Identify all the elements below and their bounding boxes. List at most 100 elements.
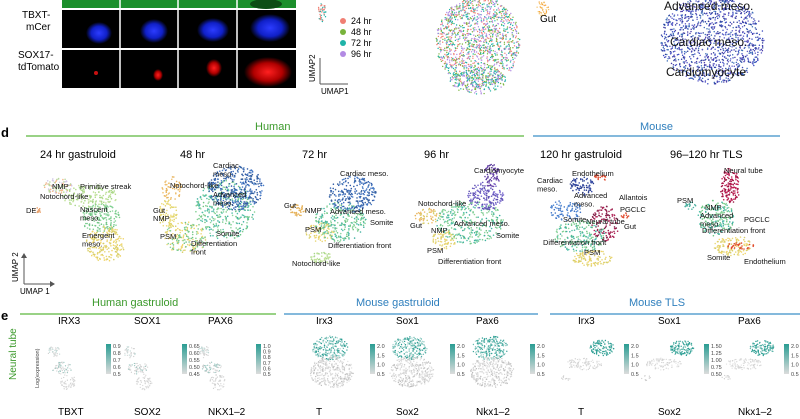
colorbar-6-tick-3: 0.5: [631, 372, 639, 378]
feature-plot-3: [309, 335, 354, 389]
green-channel-row: [62, 0, 296, 8]
group-mouse-label: Mouse: [640, 121, 673, 133]
group-mouse-gastruloid: Mouse gastruloid: [356, 297, 440, 309]
label-96hr-2: Gut: [410, 221, 423, 230]
gene-row2-7: Sox2: [658, 407, 681, 418]
label-tls-2: NMP: [705, 203, 722, 212]
legend-label-2: 72 hr: [351, 38, 372, 48]
colorbar-2-tick-0: 1.0: [263, 344, 271, 350]
title-tls: 96–120 hr TLS: [670, 149, 743, 161]
label-tls-1: PSM: [677, 196, 693, 205]
feature-plot-7: [641, 340, 695, 382]
panel-d-umap-clouds: [34, 163, 755, 267]
colorbar-2-tick-2: 0.8: [263, 355, 271, 361]
label-120hr-8: Differentiation front: [543, 238, 607, 247]
gene-row1-3: Irx3: [316, 316, 333, 327]
title-96hr: 96 hr: [424, 149, 449, 161]
colorbar-2-tick-3: 0.7: [263, 361, 271, 367]
label-96hr-0: Cardiomyocyte: [474, 166, 524, 175]
gene-row1-7: Sox1: [658, 316, 681, 327]
gene-row2-0: TBXT: [58, 407, 84, 418]
colorbar-1-tick-4: 0.45: [189, 372, 200, 378]
gene-row2-4: Sox2: [396, 407, 419, 418]
title-72hr: 72 hr: [302, 149, 327, 161]
colorbar-3-tick-1: 1.5: [377, 353, 385, 359]
feature-plots: IRX3TBXT0.90.80.70.60.5SOX1SOX20.650.600…: [47, 316, 799, 418]
panel-e-letter: e: [1, 308, 8, 323]
colorbar-3-tick-3: 0.5: [377, 372, 385, 378]
microscopy-grid: [62, 0, 296, 90]
colorbar-6-tick-1: 1.5: [631, 353, 639, 359]
top-umap1-label: UMAP1: [321, 87, 349, 96]
title-48hr: 48 hr: [180, 149, 205, 161]
label-72hr-2: NMP: [305, 206, 322, 215]
label-120hr-4: PGCLC: [620, 205, 646, 214]
label-48hr-5: PSM: [160, 232, 176, 241]
label-96hr-4: Advanced meso.: [454, 219, 510, 228]
colorbar-8-tick-3: 0.5: [791, 372, 799, 378]
feature-plot-4: [389, 336, 435, 388]
colorbar-1-tick-3: 0.50: [189, 365, 200, 371]
gene-row1-5: Pax6: [476, 316, 499, 327]
colorbar-4-tick-3: 0.5: [457, 372, 465, 378]
colorbar-6: [624, 344, 629, 374]
panel-d-cluster-labels: NMP Primitive streak Notochord-like DE Nasce…: [26, 161, 786, 268]
feature-plot-2: [197, 346, 226, 391]
legend-dot-1: [340, 29, 346, 35]
legend-label-0: 24 hr: [351, 16, 372, 26]
colorbar-7: [704, 344, 709, 374]
label-24hr-0: NMP: [52, 182, 69, 191]
label-120hr-5: Somite: [563, 215, 586, 224]
colorbar-5-tick-1: 1.5: [537, 353, 545, 359]
colorbar-3-tick-0: 2.0: [377, 344, 385, 350]
label-24hr-1: Primitive streak: [80, 182, 132, 191]
gene-row2-2: NKX1–2: [208, 407, 246, 418]
label-120hr-2: Advanced meso.: [574, 191, 607, 209]
label-48hr-4: NMP: [153, 214, 170, 223]
top-label-cardiomyocyte: Cardiomyocyte: [666, 65, 746, 79]
label-120hr-1: Cardiac meso.: [537, 176, 563, 194]
gene-row1-4: Sox1: [396, 316, 419, 327]
panel-d-umap1-label: UMAP 1: [20, 287, 50, 296]
feature-plot-1: [124, 346, 153, 391]
gene-row2-3: T: [316, 407, 322, 418]
label-72hr-7: Notochord-like: [292, 259, 340, 268]
feature-plot-8: [721, 340, 775, 380]
colorbar-4: [450, 344, 455, 374]
top-umap-axes: [319, 58, 348, 85]
gene-row1-2: PAX6: [208, 316, 233, 327]
label-120hr-7: Gut: [624, 222, 637, 231]
colorbar-3: [370, 344, 375, 374]
group-mouse-tls: Mouse TLS: [629, 297, 685, 309]
label-24hr-4: Nascent meso.: [80, 205, 108, 223]
label-72hr-6: Differentiation front: [328, 241, 392, 250]
colorbar-0-tick-1: 0.8: [113, 351, 121, 357]
label-24hr-3: DE: [26, 206, 36, 215]
title-24hr: 24 hr gastruloid: [40, 149, 116, 161]
legend-dot-3: [340, 51, 346, 57]
colorbar-2: [256, 344, 261, 374]
gene-row1-1: SOX1: [134, 316, 161, 327]
panel-d-umap2-label: UMAP 2: [11, 252, 20, 282]
colorbar-7-tick-2: 1.00: [711, 358, 722, 364]
gene-row1-8: Pax6: [738, 316, 761, 327]
top-umap-clouds: [317, 0, 765, 95]
gene-row2-6: T: [578, 407, 584, 418]
label-48hr-7: Differentiation front: [191, 239, 237, 257]
label-96hr-5: Somite: [496, 231, 519, 240]
group-human-gastruloid: Human gastruloid: [92, 297, 178, 309]
colorbar-8-tick-0: 2.0: [791, 344, 799, 350]
colorbar-6-tick-2: 1.0: [631, 363, 639, 369]
colorbar-1-tick-0: 0.65: [189, 344, 200, 350]
label-72hr-3: Advanced meso.: [330, 207, 386, 216]
colorbar-5: [530, 344, 535, 374]
colorbar-4-tick-0: 2.0: [457, 344, 465, 350]
gene-row2-8: Nkx1–2: [738, 407, 772, 418]
label-72hr-1: Gut: [284, 201, 297, 210]
legend-label-3: 96 hr: [351, 49, 372, 59]
legend-label-1: 48 hr: [351, 27, 372, 37]
colorbar-8-tick-2: 1.0: [791, 363, 799, 369]
top-label-advanced-meso: Advanced meso.: [664, 0, 753, 13]
